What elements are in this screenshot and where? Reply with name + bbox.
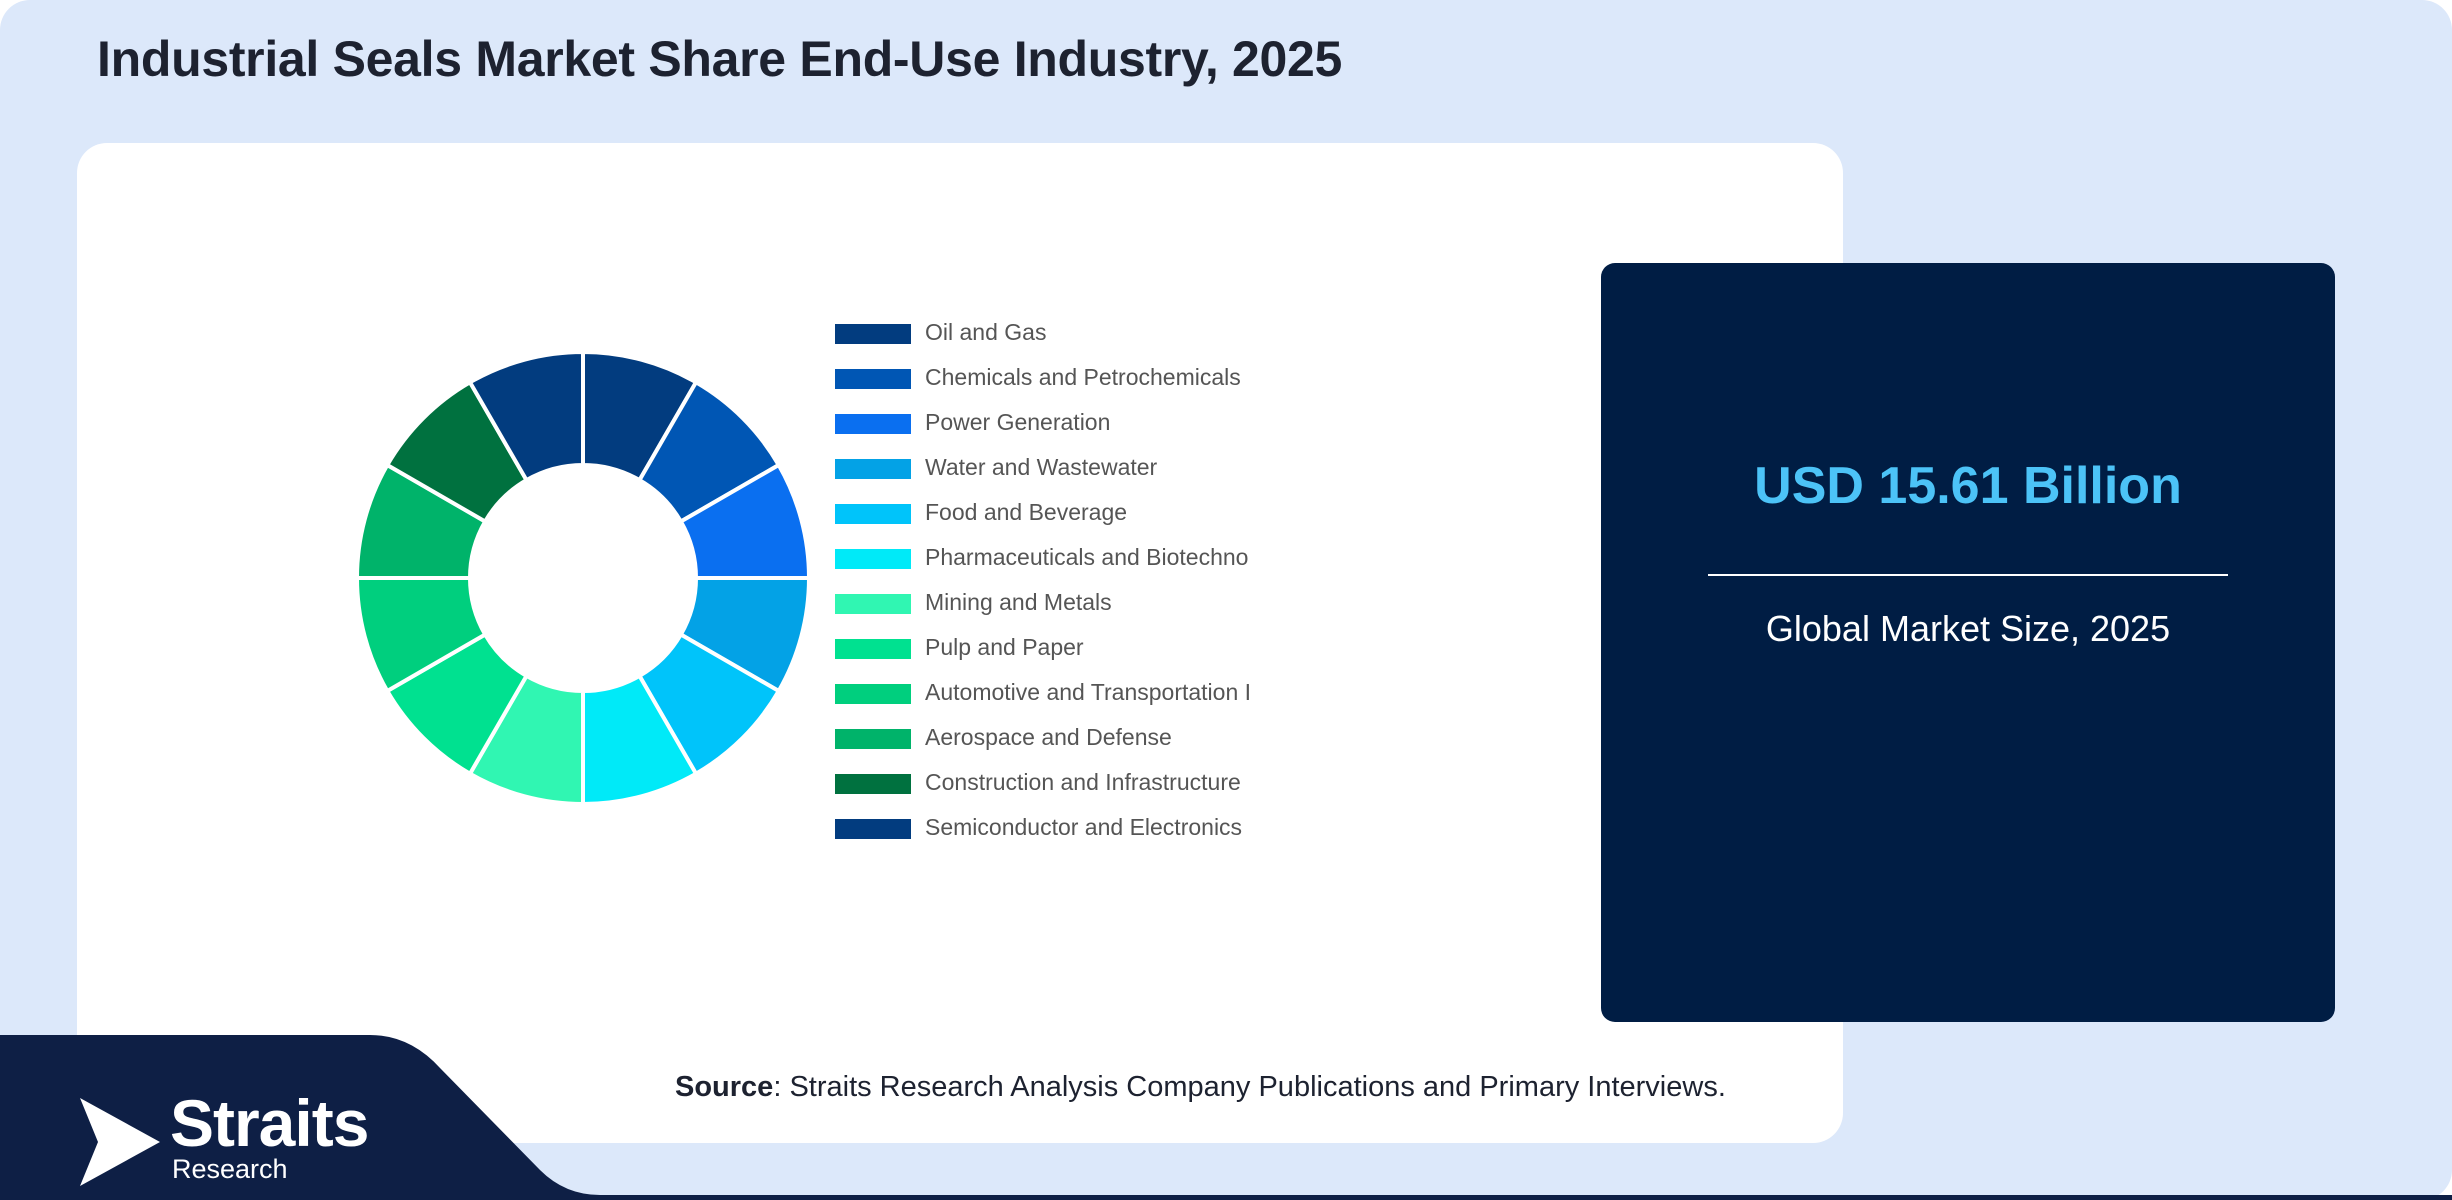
slice-semiconductor-and-electronics — [467, 349, 585, 483]
legend-item: Power Generation — [835, 409, 1110, 435]
brand-name: Straits — [170, 1086, 369, 1160]
market-size-card: USD 15.61 Billion Global Market Size, 20… — [1601, 263, 2335, 1022]
legend-label: Pulp and Paper — [925, 634, 1084, 660]
legend-label: Chemicals and Petrochemicals — [925, 364, 1241, 390]
legend-swatch — [835, 729, 911, 749]
legend-label: Power Generation — [925, 409, 1110, 435]
legend-swatch — [835, 504, 911, 524]
source-text: : Straits Research Analysis Company Publ… — [773, 1071, 1726, 1103]
legend-item: Chemicals and Petrochemicals — [835, 364, 1241, 390]
legend-swatch — [835, 369, 911, 389]
straits-logo-icon — [80, 1098, 160, 1186]
legend-label: Food and Beverage — [925, 499, 1127, 525]
legend-item: Water and Wastewater — [835, 454, 1158, 480]
legend-label: Semiconductor and Electronics — [925, 814, 1242, 840]
source-note: Source: Straits Research Analysis Compan… — [675, 1071, 1726, 1104]
brand-sub: Research — [172, 1154, 288, 1184]
legend-item: Pulp and Paper — [835, 634, 1084, 660]
market-size-label: Global Market Size, 2025 — [1765, 608, 2171, 649]
legend-label: Water and Wastewater — [925, 454, 1158, 480]
legend-label: Automotive and Transportation I — [925, 679, 1251, 705]
legend: Oil and Gas Chemicals and Petrochemicals P… — [835, 319, 1251, 840]
stat-divider — [1708, 574, 2228, 576]
legend-label: Construction and Infrastructure — [925, 769, 1241, 795]
legend-swatch — [835, 414, 911, 434]
footer-band — [0, 1035, 2452, 1200]
legend-item: Food and Beverage — [835, 499, 1127, 525]
legend-item: Automotive and Transportation I — [835, 679, 1251, 705]
legend-label: Oil and Gas — [925, 319, 1046, 345]
legend-swatch — [835, 459, 911, 479]
legend-label: Mining and Metals — [925, 589, 1112, 615]
legend-item: Mining and Metals — [835, 589, 1112, 615]
source-label: Source — [675, 1071, 774, 1103]
legend-swatch — [835, 594, 911, 614]
market-size-value: USD 15.61 Billion — [1754, 457, 2182, 515]
legend-item: Semiconductor and Electronics — [835, 814, 1242, 840]
legend-item: Aerospace and Defense — [835, 724, 1172, 750]
slices — [354, 349, 812, 807]
legend-label: Pharmaceuticals and Biotechno — [925, 544, 1248, 570]
legend-label: Aerospace and Defense — [925, 724, 1172, 750]
legend-swatch — [835, 774, 911, 794]
legend-swatch — [835, 549, 911, 569]
legend-item: Construction and Infrastructure — [835, 769, 1241, 795]
legend-item: Pharmaceuticals and Biotechno — [835, 544, 1248, 570]
legend-swatch — [835, 684, 911, 704]
legend-swatch — [835, 324, 911, 344]
legend-item: Oil and Gas — [835, 319, 1046, 345]
legend-swatch — [835, 819, 911, 839]
page-title: Industrial Seals Market Share End-Use In… — [97, 31, 1343, 87]
legend-swatch — [835, 639, 911, 659]
